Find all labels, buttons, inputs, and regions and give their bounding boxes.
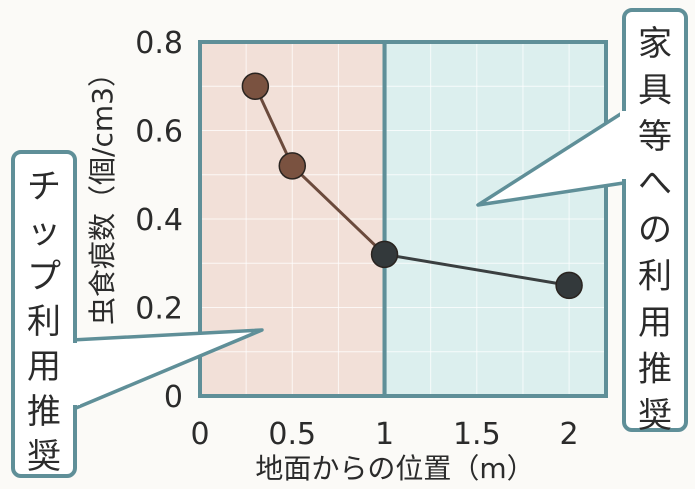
callout-char-left: 推 [27, 392, 61, 432]
x-tick-label: 0 [190, 417, 209, 452]
x-tick-label: 0.5 [268, 417, 316, 452]
x-tick-label: 1.5 [453, 417, 501, 452]
callout-char-right: 家 [638, 24, 672, 64]
callout-char-left: プ [27, 257, 61, 297]
callout-char-right: 用 [638, 303, 672, 343]
callout-pointer-right [476, 106, 631, 207]
series-segment [254, 85, 294, 167]
data-point [555, 271, 583, 300]
data-point [241, 72, 270, 100]
callout-char-left: チ [27, 167, 61, 207]
y-tick-label: 0.6 [135, 115, 183, 150]
callout-pointer-left [71, 328, 264, 410]
data-point [278, 152, 307, 180]
callout-char-right: 推 [638, 350, 672, 390]
callout-char-right: 利 [638, 257, 672, 297]
series-segment [384, 252, 570, 287]
callout-char-right: 具 [638, 71, 672, 111]
y-tick-label: 0.4 [135, 203, 183, 238]
series-segment [291, 164, 386, 256]
y-tick-label: 0.8 [135, 26, 183, 61]
callout-char-left: 利 [27, 302, 61, 342]
callout-joint-right [620, 111, 630, 179]
y-tick-label: 0 [164, 380, 183, 415]
callout-box-right [622, 8, 688, 432]
y-axis-title: 虫食痕数（個/cm3） [86, 59, 119, 325]
callout-char-right: へ [638, 164, 672, 204]
callout-char-left: 用 [27, 347, 61, 387]
callout-char-right: の [638, 210, 672, 250]
callout-char-right: 等 [638, 117, 672, 157]
x-tick-label: 1 [375, 417, 394, 452]
x-tick-label: 2 [560, 417, 579, 452]
x-axis-title: 地面からの位置（m） [255, 452, 534, 485]
callout-joint-left [70, 343, 80, 405]
data-point [370, 240, 399, 269]
region-border-1 [382, 40, 608, 398]
callout-char-left: 奨 [27, 437, 61, 477]
callout-char-left: ッ [27, 212, 61, 252]
callout-char-right: 奨 [638, 396, 672, 436]
y-tick-label: 0.2 [135, 292, 183, 327]
callout-box-left [11, 150, 77, 478]
